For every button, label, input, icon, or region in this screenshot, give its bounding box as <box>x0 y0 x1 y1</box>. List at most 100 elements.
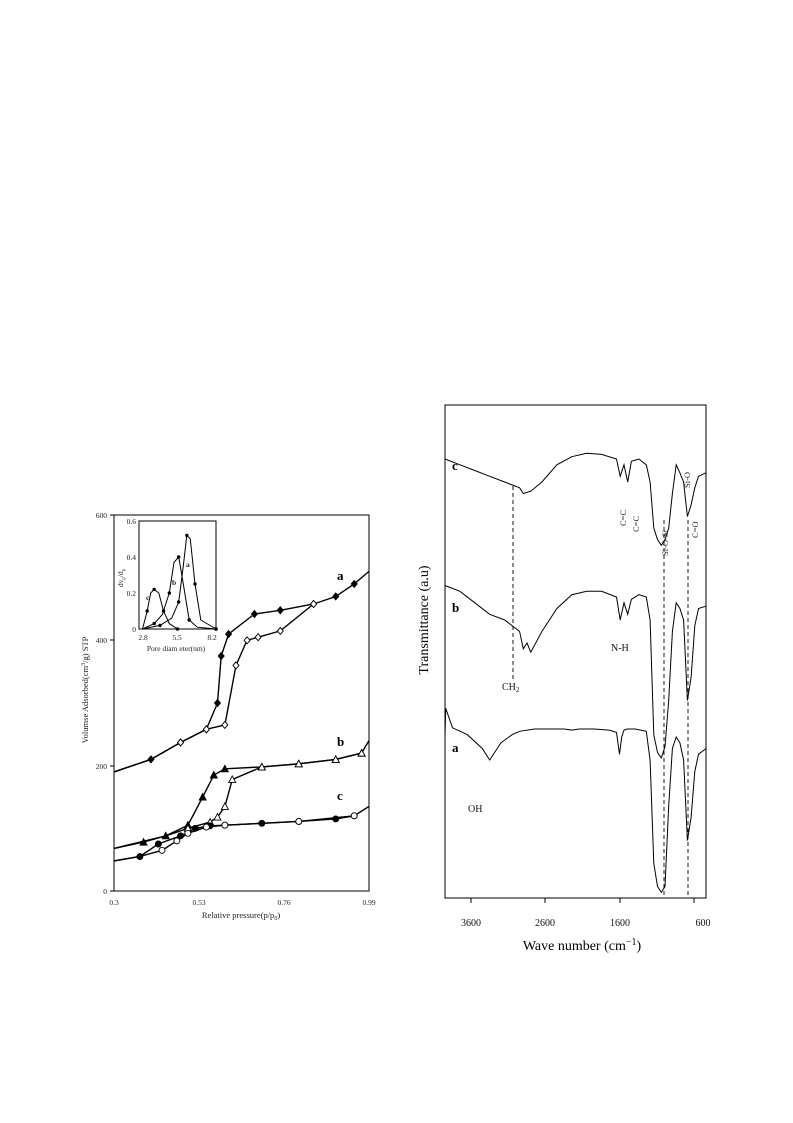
x-tick-label: 0.76 <box>277 898 290 907</box>
inset-point <box>152 587 156 592</box>
series-label-a: a <box>452 740 459 755</box>
inset-label-b: b <box>172 578 176 587</box>
data-point-marker <box>158 846 166 854</box>
data-point-marker <box>139 837 148 846</box>
data-point-marker <box>154 840 162 848</box>
inset-label-a: a <box>186 560 190 569</box>
inset-point <box>152 621 156 626</box>
data-point-marker <box>184 829 192 837</box>
cc-annotation-1: C=C <box>618 510 628 526</box>
series-label-c: c <box>337 788 343 803</box>
inset-curves <box>142 533 218 631</box>
data-point-marker <box>221 821 229 829</box>
data-point-marker <box>161 831 170 840</box>
inset-point <box>185 533 189 538</box>
isotherm-series-c <box>113 805 370 862</box>
x-tick-label: 600 <box>696 918 711 929</box>
data-point-marker <box>202 823 210 831</box>
inset-y-tick-label: 0.2 <box>127 589 137 598</box>
data-point-marker <box>209 770 219 779</box>
data-point-marker <box>243 636 251 645</box>
inset-curve <box>142 555 217 630</box>
data-point-marker <box>220 764 230 773</box>
si-o-annotation: Si-O <box>682 472 692 488</box>
inset-point <box>187 618 191 622</box>
x-tick-label: 1600 <box>610 918 630 929</box>
inset-point <box>158 623 162 628</box>
inset-curve <box>142 588 216 630</box>
ftir-spectra <box>444 452 707 894</box>
data-point-marker <box>254 633 262 642</box>
cc-annotation-2: C=C <box>631 516 641 532</box>
inset-point <box>145 609 149 613</box>
data-point-marker <box>276 606 284 615</box>
data-point-marker <box>220 801 230 810</box>
x-tick-label: 0.3 <box>109 898 119 907</box>
x-tick-label: 0.53 <box>192 898 205 907</box>
c-o-annotation: C=O <box>690 521 700 538</box>
y-tick-label: 600 <box>96 511 108 520</box>
data-point-marker <box>198 792 207 801</box>
inset-x-tick-label: 2.8 <box>138 633 148 642</box>
isotherm-x-axis-label: Relative pressure(p/p0) <box>202 910 280 922</box>
x-tick-label: 2600 <box>535 918 555 929</box>
ch2-annotation: CH2 <box>502 682 520 694</box>
data-point-marker <box>221 720 229 730</box>
data-point-marker <box>332 815 340 823</box>
isotherm-curves <box>113 570 370 862</box>
inset-point <box>176 555 181 559</box>
series-label-b: b <box>337 734 344 749</box>
pore-size-inset: 0 0.2 0.4 0.6 2.8 5.5 8.2 Pore diam eter… <box>116 517 218 653</box>
inset-y-tick-labels: 0 0.2 0.4 0.6 <box>127 517 137 634</box>
si-o-si-annotation: Si-O-Si <box>660 529 670 556</box>
ftir-spectrum-a <box>444 708 707 894</box>
inset-x-tick-label: 5.5 <box>172 633 182 642</box>
x-tick-label: 0.99 <box>362 898 375 907</box>
data-point-marker <box>332 592 340 601</box>
inset-y-axis-label: dvp/dp <box>116 568 127 587</box>
isotherm-x-tick-labels: 0.3 0.53 0.76 0.99 <box>109 898 376 907</box>
data-point-marker <box>213 812 222 821</box>
data-point-marker <box>250 609 259 619</box>
ftir-x-axis-label: Wave number (cm−1) <box>523 937 642 954</box>
data-point-marker <box>294 759 304 768</box>
data-point-marker <box>228 775 237 783</box>
inset-point <box>193 582 197 586</box>
inset-point <box>214 627 218 631</box>
nh-annotation: N-H <box>611 643 629 654</box>
isotherm-y-tick-labels: 0 200 400 600 <box>96 511 108 896</box>
data-point-marker <box>191 824 199 832</box>
isotherm-y-axis-label: Volumse Adsorbed(cm3/g) STP <box>80 636 90 743</box>
data-point-marker <box>258 819 266 827</box>
isotherm-y-ticks <box>110 514 114 892</box>
isotherm-panel: 0 200 400 600 0.3 0.53 0.76 0.99 Relativ… <box>80 511 376 922</box>
desorption-branch <box>113 752 362 850</box>
inset-x-axis-label: Pore diam eter(nm) <box>147 644 206 653</box>
data-point-marker <box>350 579 358 589</box>
data-point-marker <box>173 837 181 845</box>
ftir-x-ticks <box>470 898 695 903</box>
data-point-marker <box>257 762 267 771</box>
data-point-marker <box>202 725 210 734</box>
inset-x-tick-label: 8.2 <box>207 633 217 642</box>
data-point-marker <box>147 755 155 764</box>
y-tick-label: 400 <box>96 636 108 645</box>
series-label-c: c <box>452 458 458 473</box>
isotherm-plot-frame <box>113 514 370 892</box>
isotherm-series-a <box>113 570 370 773</box>
inset-y-tick-label: 0.4 <box>127 553 137 562</box>
data-point-marker <box>136 853 144 860</box>
inset-series-c <box>142 587 218 631</box>
ftir-plot-frame <box>444 404 707 899</box>
data-point-marker <box>232 661 240 670</box>
data-point-marker <box>331 754 340 763</box>
data-point-marker <box>217 651 225 661</box>
data-point-marker <box>213 698 222 708</box>
data-point-marker <box>357 748 366 757</box>
data-point-marker <box>295 817 303 825</box>
inset-y-tick-label: 0.6 <box>127 517 137 526</box>
ftir-spectrum-b <box>444 585 707 760</box>
inset-label-c: c <box>146 593 150 602</box>
inset-point <box>161 609 166 613</box>
